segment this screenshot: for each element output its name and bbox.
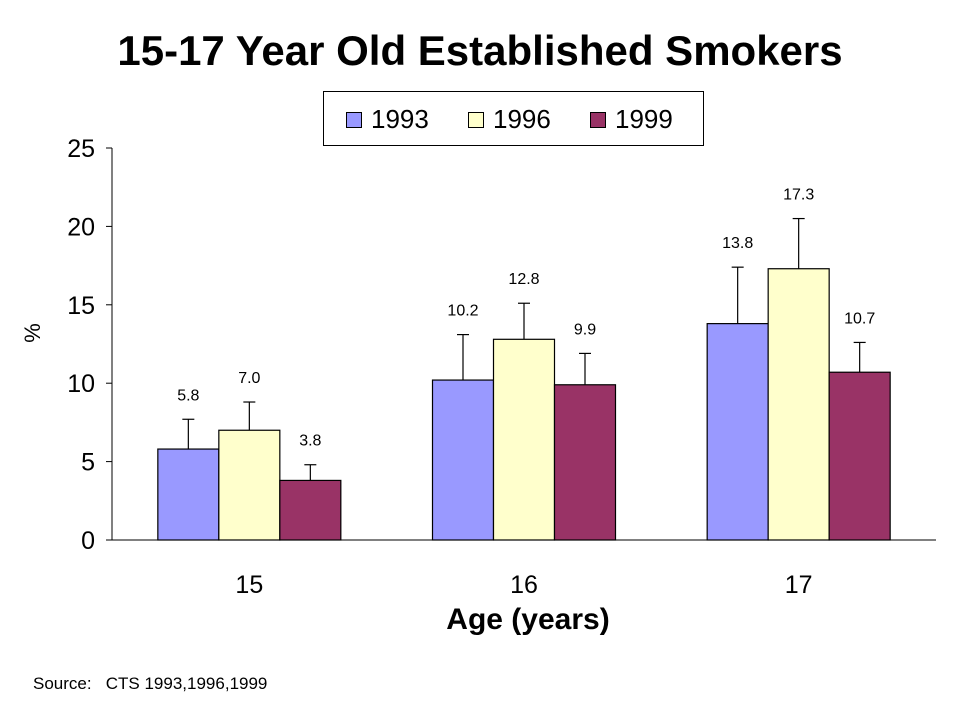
- y-tick-label-10: 10: [67, 370, 95, 398]
- data-label-1993-16: 10.2: [447, 303, 478, 320]
- y-axis-title: %: [20, 323, 45, 343]
- source-note: Source: CTS 1993,1996,1999: [33, 674, 268, 693]
- x-tick-label-16: 16: [510, 571, 538, 599]
- y-tick-label-0: 0: [81, 527, 95, 555]
- bar-1996-16: [492, 338, 556, 541]
- legend-swatch-1993: [346, 112, 362, 128]
- data-label-1993-17: 13.8: [722, 235, 753, 252]
- bar-1999-17: [828, 371, 891, 541]
- bar-1993-17: [706, 323, 769, 541]
- y-tick-label-25: 25: [67, 135, 95, 163]
- x-tick-label-17: 17: [785, 571, 813, 599]
- x-axis-title: Age (years): [446, 603, 609, 636]
- x-tick-label-15: 15: [235, 571, 263, 599]
- data-label-1996-16: 12.8: [508, 271, 539, 288]
- legend-label-1996: 1996: [493, 104, 551, 134]
- y-tick-label-15: 15: [67, 292, 95, 320]
- data-label-1999-17: 10.7: [844, 310, 875, 327]
- bar-1999-15: [279, 479, 342, 541]
- legend-label-1993: 1993: [371, 104, 429, 134]
- data-label-1993-15: 5.8: [177, 387, 199, 404]
- bar-1993-16: [431, 379, 495, 541]
- bar-1996-15: [218, 429, 281, 541]
- bar-1999-16: [553, 384, 617, 541]
- y-tick-label-20: 20: [67, 213, 95, 241]
- data-label-1996-15: 7.0: [238, 370, 260, 387]
- chart-legend: 1993 1996 1999: [323, 91, 704, 146]
- chart-title: 15-17 Year Old Established Smokers: [117, 27, 843, 74]
- legend-swatch-1996: [468, 112, 484, 128]
- legend-swatch-1999: [590, 112, 606, 128]
- bar-1993-15: [157, 448, 220, 541]
- data-label-1999-15: 3.8: [299, 433, 321, 450]
- data-label-1999-16: 9.9: [574, 321, 596, 338]
- y-tick-label-5: 5: [81, 449, 95, 477]
- legend-label-1999: 1999: [615, 104, 673, 134]
- bar-1996-17: [767, 268, 830, 541]
- data-label-1996-17: 17.3: [783, 187, 814, 204]
